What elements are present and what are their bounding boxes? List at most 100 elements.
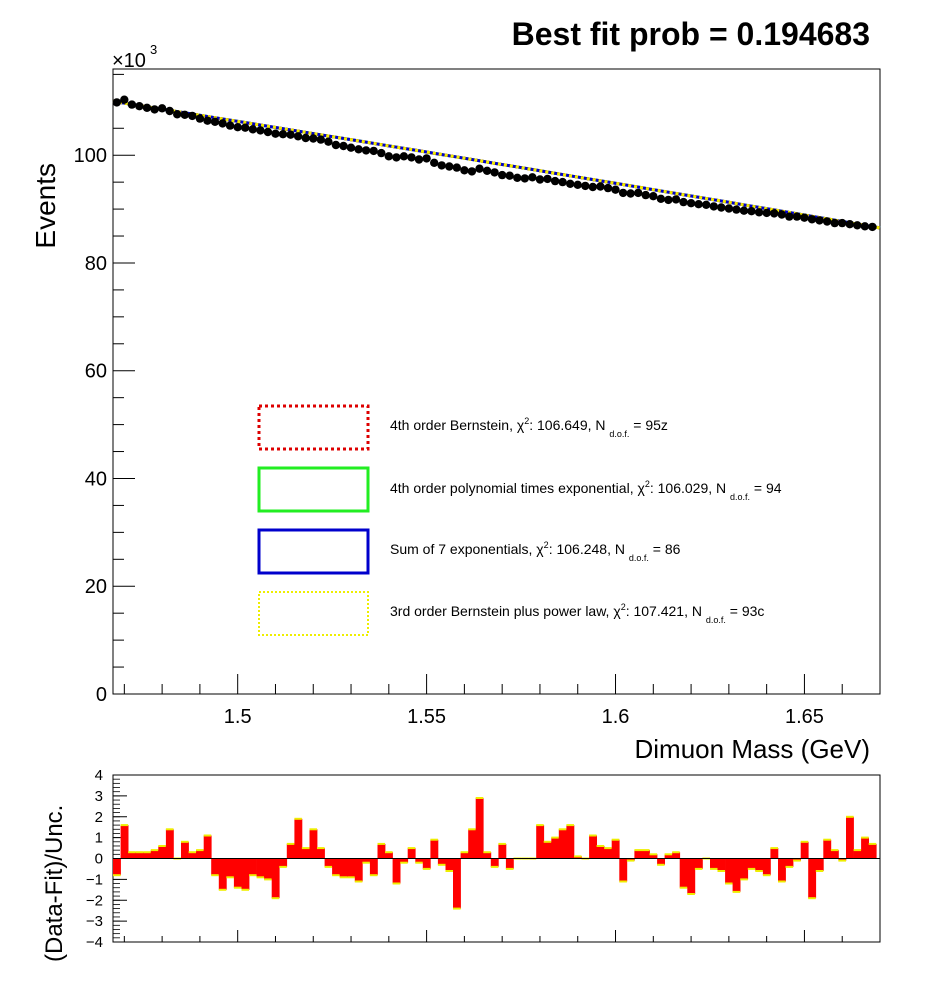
residual-bar [808,858,817,899]
residual-bar [369,858,378,876]
data-point [822,217,832,226]
data-point [777,210,786,219]
y-tick-label: 80 [85,253,107,275]
data-point [807,215,817,224]
residual-bar [619,858,628,882]
residual-bar [747,858,756,869]
data-point [225,121,235,130]
x-tick-label: 1.65 [785,706,824,728]
residual-bar [415,858,424,863]
data-point [520,174,529,183]
residual-bar [309,829,318,859]
data-point [588,182,597,192]
residual-bar [725,858,733,884]
residual-axis-ticks: −4 −3 −2 −1 0 1 2 3 4 [86,767,127,951]
y-exponent-label: ×10 3 [112,42,157,72]
residual-bar [249,858,257,876]
residual-bar [354,858,363,882]
data-point [709,202,718,211]
legend: 4th order Bernstein, χ2: 106.649, N d.o.… [257,404,782,636]
legend-swatch-sumexp7 [257,528,370,575]
legend-entry-sumexp7: Sum of 7 exponentials, χ2: 106.248, N d.… [390,540,681,563]
residual-bar [785,858,794,867]
residual-bar [664,854,673,859]
y-tick-label: 60 [85,361,107,383]
residual-bar [815,858,824,871]
residual-y-tick-label: −4 [86,934,103,951]
residual-bar [301,848,310,859]
data-point [566,179,575,188]
y-axis-label: Events [30,163,61,249]
data-point [165,106,174,116]
data-point [173,110,182,119]
residual-bar [128,852,136,859]
residual-bar [657,858,665,865]
residual-bar [589,835,597,859]
data-point [634,188,643,198]
residual-bar [286,843,295,859]
residual-bar [468,829,477,859]
residual-bar [710,858,718,869]
data-point [724,204,734,213]
residual-y-tick-label: 4 [95,767,103,784]
residual-bar [271,858,280,899]
data-point [664,195,673,205]
data-point [210,117,220,127]
residual-bar [120,825,129,859]
y-tick-label: 20 [85,576,107,598]
data-point [157,104,167,113]
data-point [505,171,514,180]
data-point [346,143,356,152]
residual-bar [566,825,575,859]
residual-bar [604,848,613,859]
residual-bar [203,835,212,859]
residual-bar [755,858,764,871]
data-point [550,176,560,186]
residual-bar [218,858,227,890]
data-point [127,100,137,109]
data-point [475,164,484,173]
residual-bar [445,858,454,871]
data-point [535,175,545,184]
residual-bar [543,841,552,859]
residual-bar [475,798,484,859]
data-point [792,212,802,221]
residual-bar [279,858,288,867]
data-point [233,123,242,132]
data-point [573,180,582,189]
data-point [452,163,461,172]
data-point [830,218,839,228]
residual-bar [740,858,749,880]
residual-bar [596,846,605,859]
data-point [445,162,454,171]
y-tick-label: 0 [96,684,107,706]
residual-bar [453,858,461,909]
data-point [430,158,439,167]
residual-y-tick-label: −1 [86,871,103,888]
data-point [354,145,363,154]
chart-title: Best fit prob = 0.194683 [512,16,870,52]
data-point [626,189,635,198]
residual-bar [347,858,356,878]
data-point [361,146,371,155]
data-point [596,182,605,191]
data-point [241,123,250,132]
residual-bar [793,858,801,861]
residual-bar [377,843,386,859]
residual-bar [241,858,250,890]
data-point [611,185,620,194]
data-point [203,116,212,125]
residual-bar [181,841,189,859]
legend-swatch-bernstein3-power [258,591,369,636]
residual-bar [762,858,771,876]
data-point [603,183,613,193]
data-point [293,132,303,141]
residual-bar [611,839,620,859]
data-point [649,192,658,201]
residual-bar [868,843,877,859]
data-point [460,166,469,175]
data-point [369,146,378,156]
data-point [286,130,295,139]
residual-bar [626,858,635,861]
